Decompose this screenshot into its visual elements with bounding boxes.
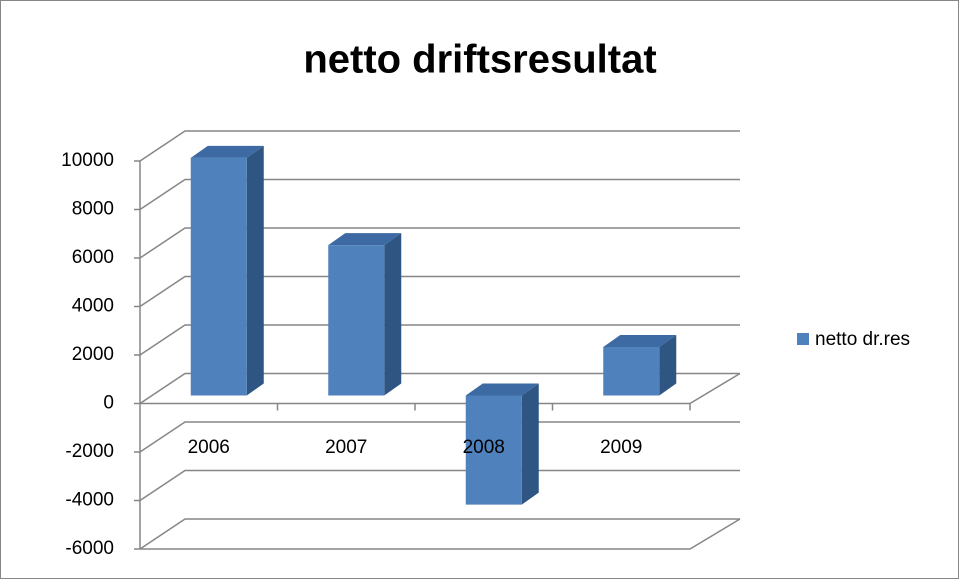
y-tick-label: 4000 — [72, 296, 114, 317]
grid-line — [139, 469, 740, 502]
grid-line — [139, 178, 740, 211]
chart-title: netto driftsresultat — [303, 38, 656, 82]
bar-top — [465, 383, 539, 396]
grid-line — [139, 130, 740, 162]
legend-label: netto dr.res — [815, 329, 910, 350]
y-tick-label: -6000 — [65, 538, 114, 559]
floor — [140, 518, 741, 550]
bar-top — [328, 233, 402, 246]
x-tick-label: 2006 — [188, 437, 230, 458]
x-tick-label: 2007 — [325, 437, 367, 458]
x-tick-label: 2009 — [600, 437, 642, 458]
y-tick-label: -4000 — [65, 490, 114, 511]
y-tick-label: 6000 — [72, 247, 114, 268]
grid-line — [139, 518, 740, 550]
grid-line — [139, 421, 740, 453]
bar-top — [190, 145, 264, 158]
grid-line — [139, 275, 740, 308]
bar — [190, 157, 247, 396]
bar — [328, 245, 385, 396]
y-tick-label: 8000 — [72, 199, 114, 220]
y-tick-label: -2000 — [65, 441, 114, 462]
bar-side — [521, 383, 539, 505]
bar-top — [603, 335, 677, 347]
bar-side — [384, 233, 402, 396]
y-tick-label: 2000 — [72, 344, 114, 365]
legend-swatch — [797, 333, 809, 345]
y-tick-label: 10000 — [61, 150, 114, 171]
x-tick-label: 2008 — [463, 437, 505, 458]
grid-line — [139, 324, 740, 356]
bar — [603, 347, 660, 396]
y-tick-label: 0 — [103, 393, 114, 414]
grid-line — [139, 372, 740, 405]
bar — [465, 395, 522, 505]
bar-side — [246, 145, 264, 396]
bar-side — [659, 335, 677, 396]
grid-line — [139, 227, 740, 259]
